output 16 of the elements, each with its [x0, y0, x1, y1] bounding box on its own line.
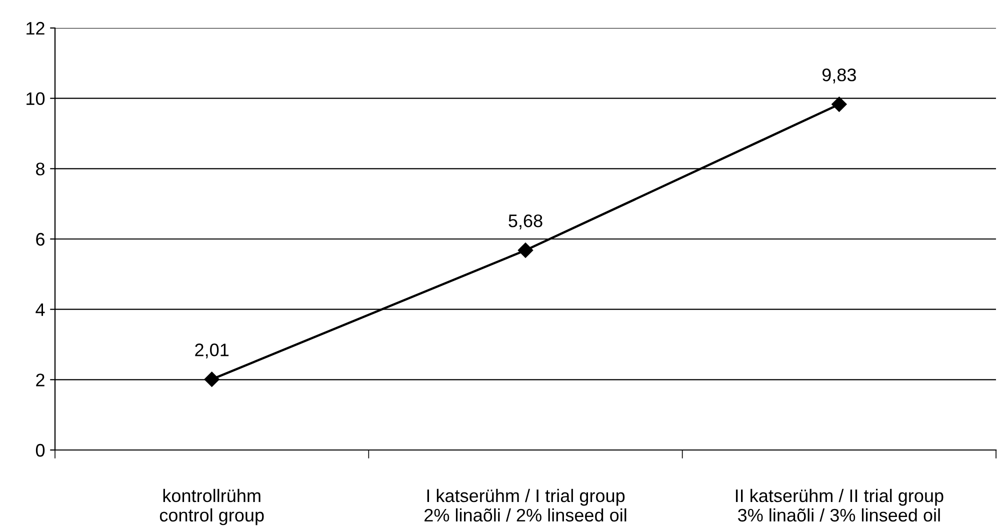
point — [204, 372, 220, 387]
data-label: 9,83 — [822, 68, 856, 84]
y-tick-label: 10 — [26, 92, 45, 106]
point — [832, 96, 847, 112]
data-label: 2,01 — [195, 344, 229, 358]
x-tick-label: kontrollrühm control group — [160, 488, 264, 526]
data-label: 5,68 — [508, 214, 542, 230]
x-tick-label: I katserühm / I trial group 2% linaõli / 2% linseed oil — [424, 488, 626, 522]
x-tick-label: II katserühm / II trial group 3% linaõli / 3% linseed oil — [736, 488, 944, 522]
y-tick-label: 12 — [26, 22, 44, 35]
y-tick-label: 4 — [36, 303, 45, 316]
y-tick-label: 2 — [36, 374, 44, 386]
y-tick-label: 8 — [36, 162, 44, 176]
y-tick-label: 6 — [36, 232, 44, 246]
point — [518, 242, 534, 258]
y-tick-label: 0 — [36, 444, 45, 457]
